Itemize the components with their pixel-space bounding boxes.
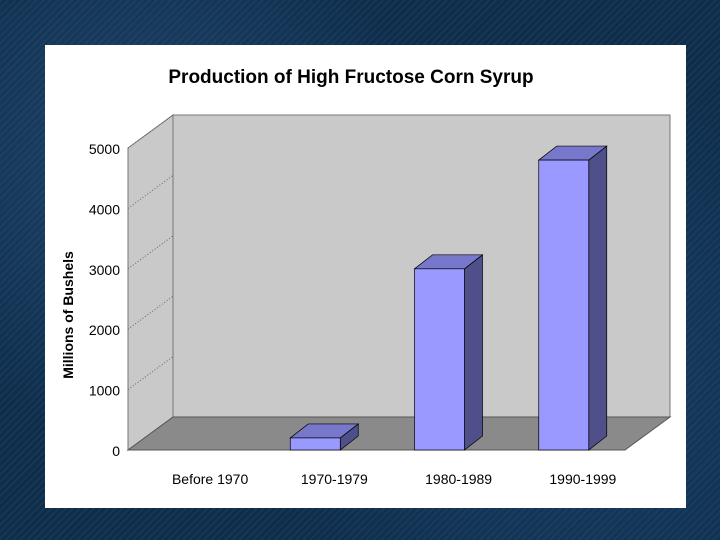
y-tick-label: 1000 bbox=[89, 383, 120, 399]
bar-front bbox=[289, 437, 341, 451]
bars bbox=[289, 145, 608, 451]
gridline bbox=[127, 174, 174, 209]
bar bbox=[537, 145, 608, 451]
x-tick-label: 1980-1989 bbox=[425, 471, 492, 487]
y-axis-label: Millions of Bushels bbox=[60, 251, 76, 379]
bar-side bbox=[464, 254, 483, 451]
x-tick-label: Before 1970 bbox=[172, 471, 248, 487]
y-tick-label: 5000 bbox=[89, 141, 120, 157]
slide: 0 1000 2000 3000 4000 5000 Before 1970 1970-19… bbox=[45, 45, 686, 508]
x-tick-label: 1990-1999 bbox=[549, 471, 616, 487]
bar-chart: 0 1000 2000 3000 4000 5000 Before 1970 1970-19… bbox=[60, 67, 672, 487]
bar bbox=[413, 254, 484, 451]
y-tick-label: 4000 bbox=[89, 201, 120, 217]
bar-front bbox=[538, 159, 590, 451]
bar-front bbox=[414, 268, 465, 451]
gridline bbox=[127, 356, 174, 391]
gridline bbox=[127, 114, 174, 149]
chart-title: Production of High Fructose Corn Syrup bbox=[168, 67, 533, 88]
gridline bbox=[127, 295, 174, 330]
y-tick-label: 0 bbox=[112, 443, 120, 459]
bar-side bbox=[588, 145, 608, 451]
side-wall bbox=[127, 114, 174, 451]
x-tick-label: 1970-1979 bbox=[301, 471, 368, 487]
y-tick-label: 3000 bbox=[89, 262, 120, 278]
y-tick-label: 2000 bbox=[89, 322, 120, 338]
gridline bbox=[127, 235, 174, 270]
x-axis: Before 1970 1970-1979 1980-1989 1990-1999 bbox=[172, 471, 617, 487]
y-axis: 0 1000 2000 3000 4000 5000 bbox=[89, 114, 174, 459]
bar bbox=[289, 423, 360, 451]
